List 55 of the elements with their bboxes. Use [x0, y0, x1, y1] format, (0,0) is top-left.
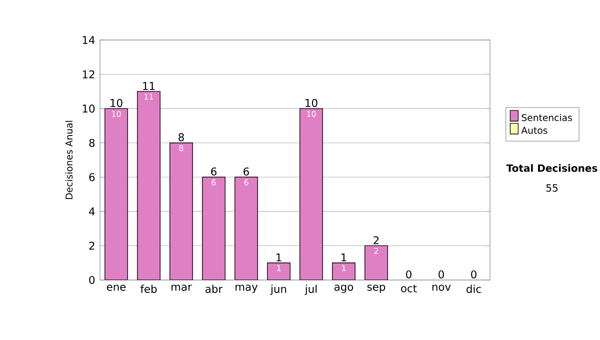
bar [300, 108, 323, 280]
y-tick-label: 4 [89, 208, 95, 216]
total-label: 6 [244, 167, 249, 176]
total-label: 1 [342, 253, 346, 262]
x-tick-label: jun [270, 284, 286, 296]
total-label: 11 [143, 82, 155, 90]
bar [202, 176, 226, 280]
bar [364, 245, 388, 280]
data-label: 8 [179, 145, 184, 152]
legend-label: Autos [521, 126, 548, 134]
total-label: 1 [276, 253, 282, 262]
text: 55 [546, 184, 558, 192]
x-tick-label: abr [206, 284, 223, 293]
bar [170, 142, 193, 280]
bar [104, 108, 128, 280]
text: Total Decisiones [506, 164, 598, 172]
data-label: 10 [307, 110, 316, 117]
total-label: 10 [306, 98, 318, 107]
total-label: 10 [110, 98, 122, 107]
x-tick-label: feb [140, 284, 157, 293]
y-tick-label: 0 [89, 276, 95, 284]
legend-label: Sentencias [522, 114, 572, 122]
y-tick-label: 8 [89, 138, 95, 147]
data-label: 2 [374, 248, 378, 254]
bar [267, 262, 290, 280]
data-label: 1 [342, 265, 346, 271]
y-tick-label: 12 [82, 70, 94, 78]
bar [137, 91, 160, 280]
total-label: 0 [438, 270, 444, 278]
total-label: 8 [178, 133, 184, 142]
y-tick-label: 14 [82, 36, 95, 44]
x-tick-label: oct [401, 284, 417, 292]
x-tick-label: mar [172, 284, 192, 291]
x-tick-label: jul [304, 284, 317, 296]
y-tick-label: 10 [82, 104, 95, 113]
total-label: 2 [374, 236, 379, 244]
y-axis-title: Decisiones Anual [65, 120, 73, 199]
x-tick-label: sep [367, 284, 386, 293]
bar [332, 262, 356, 280]
total-label: 0 [406, 270, 412, 278]
x-tick-label: ago [334, 284, 354, 293]
data-label: 6 [244, 179, 248, 186]
y-tick-label: 6 [89, 173, 95, 182]
x-tick-label: may [236, 284, 258, 293]
data-label: 10 [112, 110, 121, 117]
data-label: 11 [144, 94, 154, 100]
y-tick-label: 2 [89, 242, 94, 250]
data-label: 1 [277, 265, 281, 271]
data-label: 6 [212, 179, 216, 186]
x-tick-label: nov [432, 284, 451, 291]
x-tick-label: dic [466, 284, 481, 293]
total-label: 6 [211, 167, 216, 176]
x-tick-label: ene [106, 284, 126, 291]
total-label: 0 [471, 270, 476, 278]
bar [234, 176, 258, 280]
